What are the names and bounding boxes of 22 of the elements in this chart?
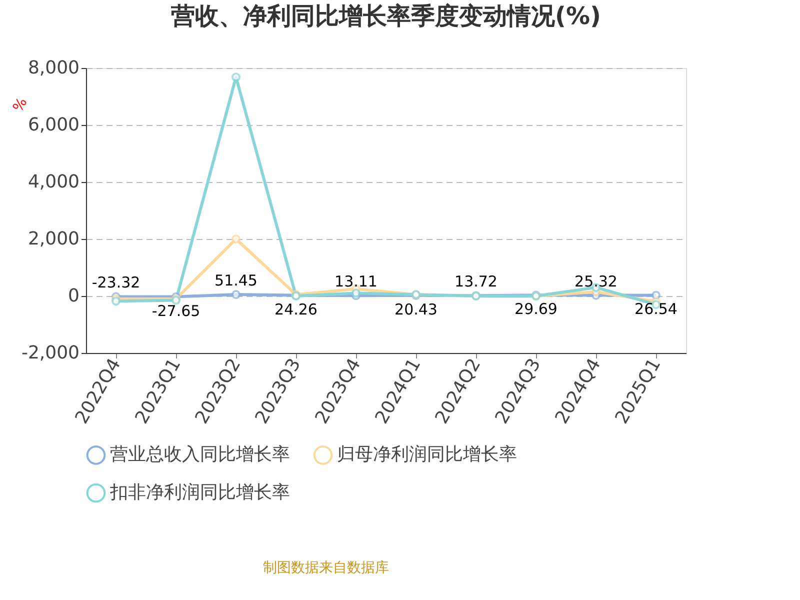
y-tick-label: -2,000: [21, 342, 80, 364]
data-label: 20.43: [394, 300, 438, 318]
legend-label: 扣非净利润同比增长率: [109, 482, 290, 503]
y-tick-label: 8,000: [28, 58, 80, 78]
y-tick-label: 2,000: [28, 228, 80, 250]
y-axis-title: %: [10, 95, 31, 115]
data-label: 29.69: [514, 300, 558, 318]
data-label: 51.45: [214, 272, 258, 290]
y-tick-label: 6,000: [28, 114, 80, 136]
text: 制图数据来自数据库: [263, 560, 389, 576]
legend-label: 营业总收入同比增长率: [110, 444, 290, 466]
data-label: -27.65: [152, 302, 200, 320]
chart-title: 营收、净利同比增长率季度变动情况(%): [170, 2, 601, 30]
data-label: 25.32: [574, 272, 618, 290]
legend-label: 归母净利润同比增长率: [337, 444, 517, 466]
data-label: 13.11: [334, 272, 378, 291]
y-tick-label: 4,000: [28, 172, 80, 192]
y-tick-label: 0: [68, 286, 80, 306]
data-label: 26.54: [634, 300, 678, 318]
data-label: 13.72: [454, 272, 498, 291]
data-label: -23.32: [92, 274, 140, 292]
data-label: 24.26: [274, 300, 318, 318]
